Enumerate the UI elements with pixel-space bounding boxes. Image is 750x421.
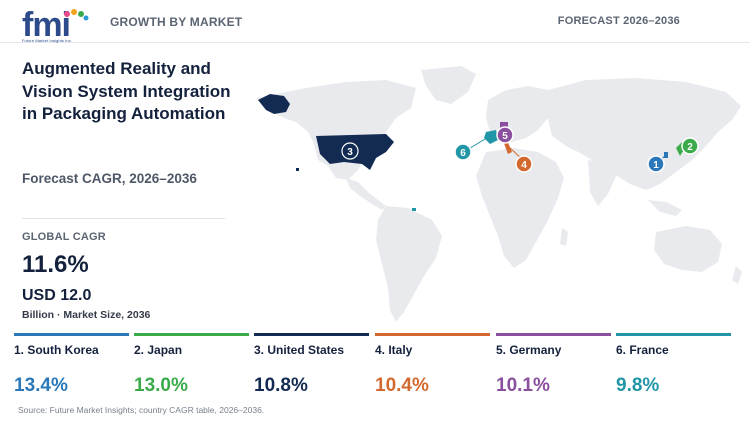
logo-subtext: Future Market Insights Inc. [22, 38, 73, 43]
card-cagr-value: 13.4% [14, 375, 68, 396]
logo-text: fmi [22, 8, 70, 44]
card-cagr-value: 10.4% [375, 375, 429, 396]
fmi-logo: fmi [22, 8, 89, 44]
asia-land [548, 78, 741, 190]
puerto-rico-highlight [412, 208, 416, 211]
global-cagr-value: 11.6% [22, 251, 89, 278]
report-subtitle: Forecast CAGR, 2026–2036 [22, 171, 197, 186]
africa-land [476, 148, 564, 268]
north-america-land [256, 80, 416, 180]
card-accent-bar [134, 333, 249, 336]
growth-by-market-label: GROWTH BY MARKET [110, 15, 243, 29]
united-states-highlight [316, 134, 394, 170]
card-cagr-value: 9.8% [616, 375, 660, 396]
australia-land [654, 226, 722, 272]
madagascar-land [560, 228, 568, 246]
marker-4[interactable]: 4 [515, 155, 533, 173]
france-highlight [484, 130, 498, 144]
country-card-united-states: 3. United States 10.8% [254, 333, 369, 403]
country-card-japan: 2. Japan 13.0% [134, 333, 249, 403]
india-land [588, 160, 616, 206]
global-cagr-label: GLOBAL CAGR [22, 231, 106, 243]
world-map: 1 2 3 4 5 6 [256, 66, 742, 322]
hawaii-highlight [296, 168, 299, 171]
summary-divider [22, 218, 225, 219]
marker-1[interactable]: 1 [647, 155, 665, 173]
greenland-land [421, 66, 476, 104]
card-cagr-value: 10.8% [254, 375, 308, 396]
country-cards: 1. South Korea 13.4% 2. Japan 13.0% 3. U… [0, 333, 750, 403]
country-card-france: 6. France 9.8% [616, 333, 731, 403]
card-accent-bar [375, 333, 490, 336]
leader-line-france [466, 135, 491, 151]
country-card-south-korea: 1. South Korea 13.4% [14, 333, 129, 403]
marker-3[interactable]: 3 [341, 142, 359, 160]
new-zealand-land [732, 266, 742, 284]
card-country-name: 6. France [616, 343, 669, 357]
marker-5[interactable]: 5 [496, 126, 514, 144]
marker-6-label: 6 [460, 148, 466, 159]
card-country-name: 5. Germany [496, 343, 562, 357]
forecast-period-label: FORECAST 2026–2036 [557, 15, 680, 27]
card-country-name: 4. Italy [375, 343, 413, 357]
south-america-land [376, 206, 442, 322]
marker-2-label: 2 [687, 142, 693, 153]
marker-2[interactable]: 2 [681, 137, 699, 155]
card-accent-bar [616, 333, 731, 336]
header-bar: fmi Future Market Insights Inc. GROWTH B… [0, 0, 750, 44]
card-accent-bar [254, 333, 369, 336]
card-country-name: 1. South Korea [14, 343, 99, 357]
card-country-name: 2. Japan [134, 343, 183, 357]
land-masses [256, 66, 742, 322]
card-cagr-value: 13.0% [134, 375, 188, 396]
market-size-value: USD 12.0 [22, 287, 92, 304]
alaska-highlight [258, 94, 290, 114]
marker-5-label: 5 [502, 131, 508, 142]
card-accent-bar [496, 333, 611, 336]
card-cagr-value: 10.1% [496, 375, 550, 396]
source-note: Source: Future Market Insights; country … [18, 405, 265, 415]
card-accent-bar [14, 333, 129, 336]
country-card-germany: 5. Germany 10.1% [496, 333, 611, 403]
market-size-note: Billion · Market Size, 2036 [22, 309, 151, 321]
central-america-land [346, 178, 386, 210]
southeast-asia-islands [648, 200, 682, 216]
report-title: Augmented Reality and Vision System Inte… [22, 59, 231, 123]
marker-1-label: 1 [653, 160, 659, 171]
country-card-italy: 4. Italy 10.4% [375, 333, 490, 403]
card-country-name: 3. United States [254, 343, 345, 357]
marker-6[interactable]: 6 [454, 143, 472, 161]
marker-3-label: 3 [347, 147, 353, 158]
marker-4-label: 4 [521, 160, 527, 171]
